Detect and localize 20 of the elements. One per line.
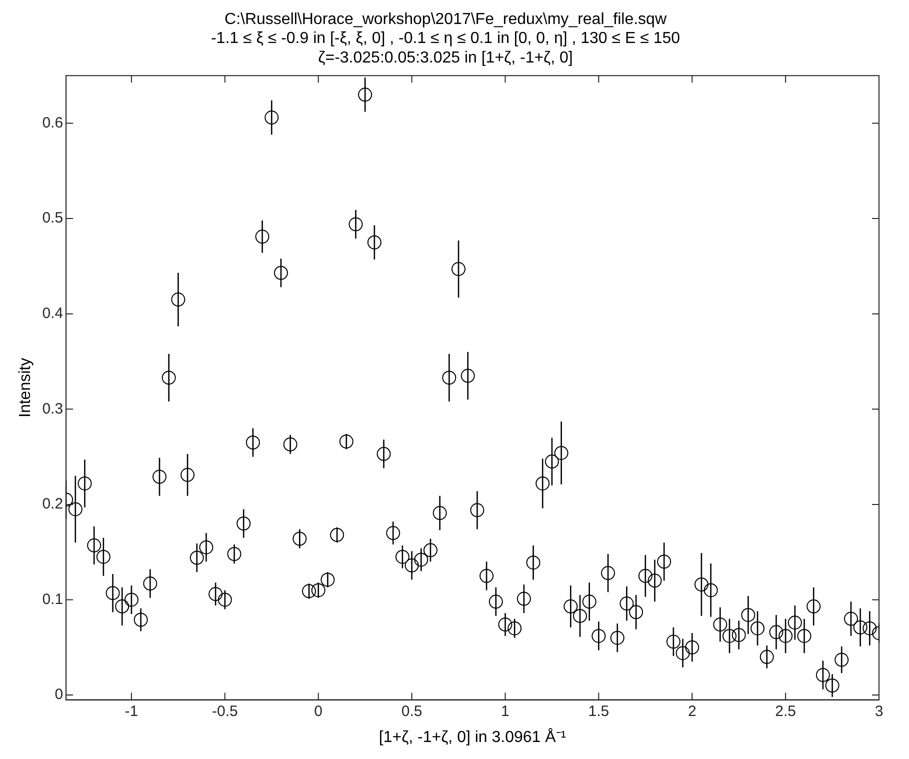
x-tick-label: 2.5 — [775, 702, 796, 720]
y-tick-label: 0 — [54, 686, 64, 704]
chart-subtitle: -1.1 ≤ ξ ≤ -0.9 in [-ξ, ξ, 0] , -0.1 ≤ η ≤ 0.1 in [0, 0, η] , 130 ≤ E ≤ 150 ζ=-3.025:0.05:3.025 in [1+ζ, -1+ζ, 0] — [210, 30, 680, 66]
x-tick-label: 0.5 — [401, 702, 422, 720]
x-tick-label: 0 — [314, 702, 323, 720]
x-tick-label: -1 — [124, 702, 138, 720]
y-axis-title: Intensity — [17, 358, 34, 418]
x-tick-label: -0.5 — [212, 702, 238, 720]
chart-title: C:\Russell\Horace_workshop\2017\Fe_redux\my_real_file.sqw — [224, 11, 667, 28]
x-tick-label: 1 — [501, 702, 510, 720]
x-axis-title: [1+ζ, -1+ζ, 0] in 3.0961 Å⁻¹ — [378, 728, 566, 746]
x-tick-label: 3 — [874, 702, 884, 720]
y-tick-label: 0.1 — [42, 590, 64, 608]
y-tick-label: 0.3 — [42, 400, 64, 418]
y-tick-label: 0.5 — [42, 210, 64, 227]
y-tick-label: 0.4 — [42, 304, 64, 322]
x-tick-label: 1.5 — [588, 702, 610, 720]
y-tick-label: 0.6 — [42, 114, 64, 132]
y-tick-label: 0.2 — [42, 496, 64, 513]
x-tick-label: 2 — [688, 702, 696, 720]
